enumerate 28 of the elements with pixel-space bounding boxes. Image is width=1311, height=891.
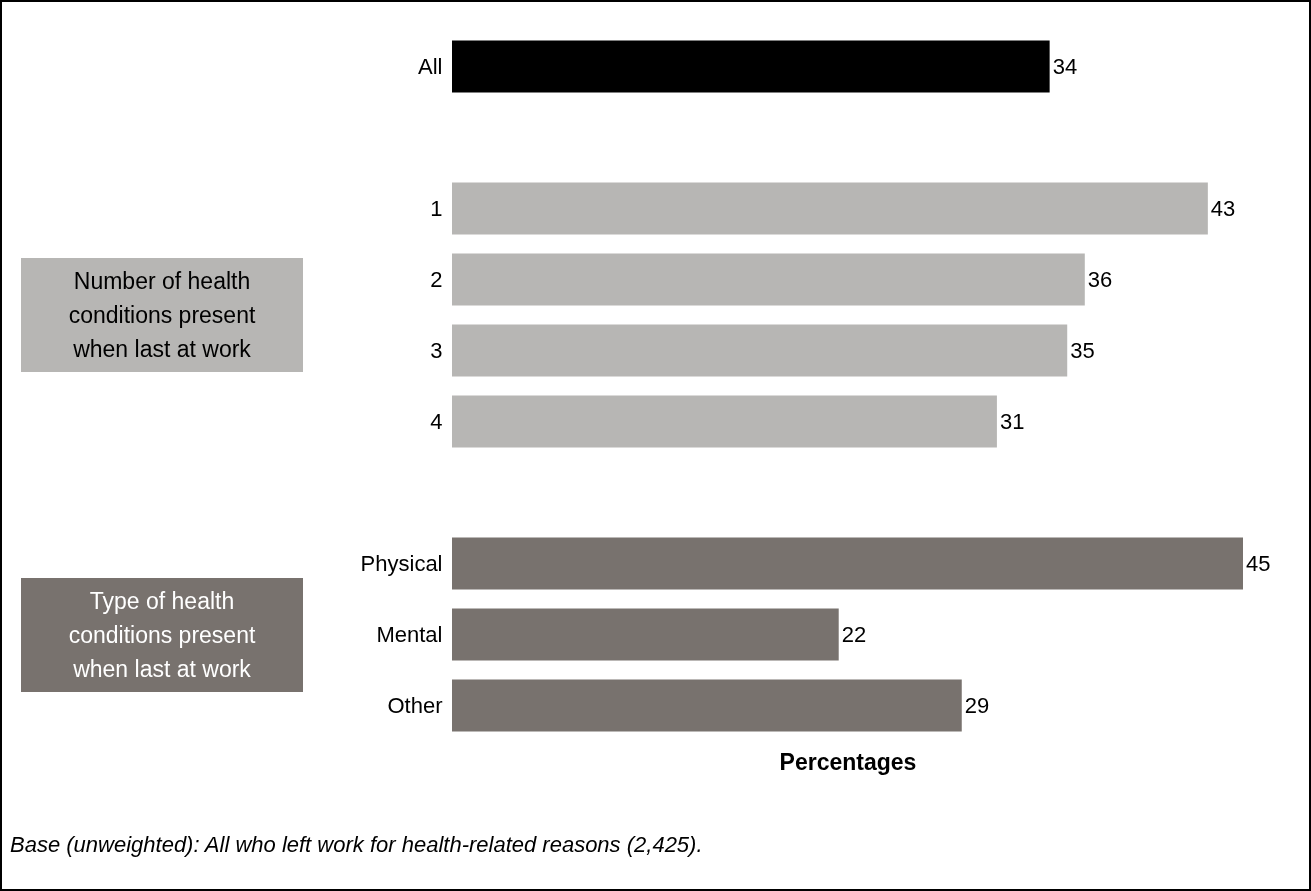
y-tick-label: Other — [387, 692, 443, 718]
data-label: 34 — [1052, 53, 1078, 79]
data-label: 43 — [1210, 195, 1236, 221]
bar — [452, 679, 962, 732]
y-tick-label: Physical — [360, 550, 443, 576]
bar — [452, 40, 1050, 93]
data-label: 35 — [1070, 337, 1095, 363]
bar — [452, 324, 1068, 377]
data-label: 45 — [1246, 550, 1271, 576]
text: Base (unweighted): All who left work for health-related reasons (2,425). — [10, 832, 703, 858]
data-label: 29 — [964, 692, 990, 718]
data-label: 31 — [999, 408, 1025, 434]
text: Type of health conditions present when last at work — [21, 577, 303, 692]
bar — [452, 182, 1208, 235]
x-axis-title: Percentages — [779, 748, 917, 775]
y-tick-label: 2 — [430, 266, 443, 292]
text: Number of health conditions present when last at work — [21, 258, 303, 372]
bar — [452, 608, 839, 661]
bar — [452, 395, 997, 448]
data-label: 22 — [841, 621, 867, 647]
bar — [452, 537, 1243, 590]
y-tick-label: 1 — [430, 195, 443, 221]
y-tick-label: 3 — [430, 337, 443, 363]
y-tick-label: 4 — [430, 408, 443, 434]
bar — [452, 253, 1085, 306]
data-label: 36 — [1087, 266, 1113, 292]
y-tick-label: All — [418, 53, 443, 79]
y-tick-label: Mental — [376, 621, 443, 647]
